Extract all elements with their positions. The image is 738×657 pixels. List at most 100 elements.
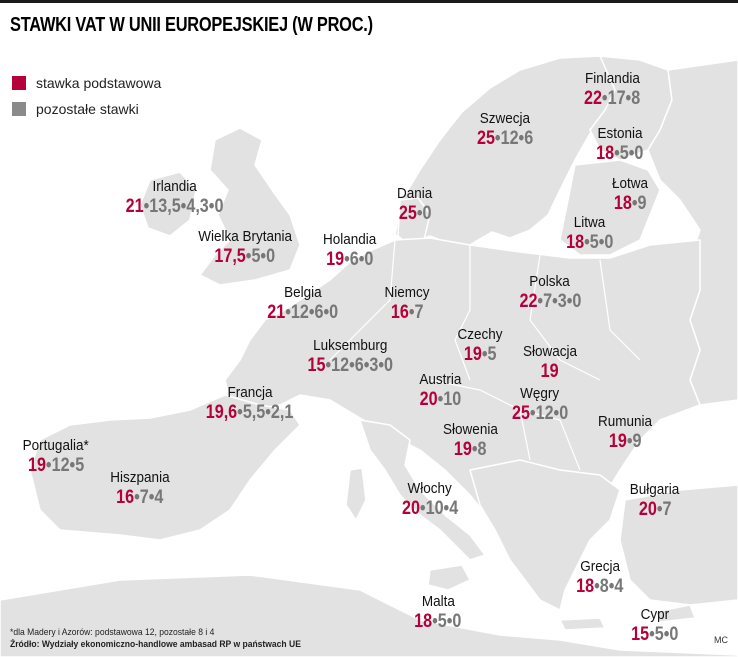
rate-other: •7 — [656, 499, 672, 520]
rate-other: •7•4 — [134, 487, 164, 508]
rate-other: •7 — [408, 302, 424, 323]
rate-main: 17,5 — [214, 246, 247, 267]
country-portugalia: Portugalia* 19•12•5 — [6, 437, 106, 477]
land-cyprus — [654, 604, 696, 623]
legend-item-other: pozostałe stawki — [12, 96, 161, 122]
rate-other: •12•6•3•0 — [325, 355, 393, 376]
country-name: Estonia — [597, 125, 643, 142]
country-name: Węgry — [520, 385, 560, 402]
rate-other: •5 — [481, 344, 497, 365]
rate-other: •5•0 — [649, 624, 679, 645]
rate-other: •5•0 — [614, 143, 644, 164]
rate-other: •8•4 — [594, 576, 624, 597]
credit: MC — [714, 635, 728, 645]
legend-label: stawka podstawowa — [36, 75, 162, 91]
europe-map — [0, 46, 738, 657]
country-name: Irlandia — [152, 178, 198, 195]
country-name: Niemcy — [384, 284, 430, 301]
country-name: Luksemburg — [312, 337, 388, 354]
rate-main: 20 — [419, 389, 438, 410]
rate-other: •9 — [631, 193, 647, 214]
country-name: Polska — [529, 273, 571, 290]
country-name: Wielka Brytania — [198, 228, 292, 245]
footnote: *dla Madery i Azorów: podstawowa 12, poz… — [10, 627, 215, 638]
country-francja: Francja 19,6•5,5•2,1 — [185, 384, 315, 424]
country-name: Łotwa — [611, 175, 649, 192]
rate-main: 22 — [583, 88, 602, 109]
country-name: Czechy — [457, 326, 503, 343]
rate-other: •17•8 — [601, 88, 641, 109]
country-name: Szwecja — [479, 110, 531, 127]
land-north-africa — [0, 574, 738, 657]
rate-main: 18 — [414, 611, 433, 632]
legend-item-main: stawka podstawowa — [12, 70, 161, 96]
land-balkans — [469, 459, 621, 611]
country-name: Francja — [227, 384, 273, 401]
rate-other: •5,5•2,1 — [237, 402, 294, 423]
rate-main: 25 — [398, 203, 417, 224]
country-szwecja: Szwecja 25•12•6 — [455, 110, 555, 150]
land-italy — [359, 419, 486, 561]
legend-label: pozostałe stawki — [36, 101, 139, 117]
rate-other: •0 — [416, 203, 432, 224]
country-grecja: Grecja 18•8•4 — [555, 558, 645, 598]
rate-main: 25 — [511, 403, 530, 424]
rate-other: •12•6•0 — [285, 302, 339, 323]
rate-main: 21 — [126, 196, 145, 217]
land-crete — [559, 617, 606, 631]
rate-main: 22 — [519, 291, 538, 312]
land-sicily — [427, 564, 471, 591]
country-name: Portugalia* — [22, 437, 90, 454]
country-slowenia: Słowenia 19•8 — [425, 421, 515, 461]
country-bulgaria: Bułgaria 20•7 — [610, 481, 700, 521]
country-litwa: Litwa 18•5•0 — [545, 214, 635, 254]
rate-other: •12•5 — [45, 455, 85, 476]
rate-main: 16 — [390, 302, 409, 323]
country-holandia: Holandia 19•6•0 — [305, 231, 395, 271]
country-czechy: Czechy 19•5 — [440, 326, 520, 366]
country-estonia: Estonia 18•5•0 — [570, 125, 670, 165]
country-name: Cypr — [640, 606, 670, 623]
rate-main: 20 — [638, 499, 657, 520]
rate-other: •10•4 — [419, 498, 459, 519]
legend: stawka podstawowa pozostałe stawki — [12, 70, 161, 122]
rate-other: •9 — [626, 431, 642, 452]
country-polska: Polska 22•7•3•0 — [490, 273, 610, 313]
rate-main: 15 — [307, 355, 326, 376]
rate-other: •6•0 — [344, 249, 374, 270]
country-name: Grecja — [580, 558, 620, 575]
land-finland — [589, 55, 673, 161]
page-title: STAWKI VAT W UNII EUROPEJSKIEJ (W PROC.) — [10, 14, 373, 36]
country-irlandia: Irlandia 21•13,5•4,3•0 — [95, 178, 255, 218]
country-name: Malta — [421, 593, 455, 610]
rate-other: •12•6 — [494, 128, 534, 149]
country-name: Litwa — [574, 214, 606, 231]
rate-other: •7•3•0 — [537, 291, 581, 312]
country-name: Bułgaria — [630, 481, 680, 498]
rate-main: 19 — [541, 361, 559, 382]
country-name: Hiszpania — [110, 469, 170, 486]
country-slowacja: Słowacja 19 — [510, 343, 590, 383]
country-name: Włochy — [407, 480, 453, 497]
rate-other: •8 — [471, 439, 487, 460]
country-austria: Austria 20•10 — [400, 371, 480, 411]
rate-other: •5•0 — [584, 232, 614, 253]
rate-main: 19 — [453, 439, 472, 460]
rate-other: •5•0 — [432, 611, 462, 632]
country-malta: Malta 18•5•0 — [393, 593, 483, 633]
country-name: Słowenia — [442, 421, 498, 438]
land-ireland — [139, 171, 197, 237]
rate-main: 19 — [27, 455, 46, 476]
country-lotwa: Łotwa 18•9 — [590, 175, 670, 215]
country-hiszpania: Hiszpania 16•7•4 — [90, 469, 190, 509]
rate-other: •12•0 — [529, 403, 569, 424]
legend-swatch-other — [12, 102, 26, 116]
rate-main: 18 — [596, 143, 615, 164]
rate-other: •13,5•4,3•0 — [144, 196, 224, 217]
rate-main: 19 — [608, 431, 627, 452]
country-name: Dania — [397, 185, 433, 202]
country-name: Austria — [418, 371, 462, 388]
borders — [329, 239, 641, 471]
country-cypr: Cypr 15•5•0 — [610, 606, 700, 646]
